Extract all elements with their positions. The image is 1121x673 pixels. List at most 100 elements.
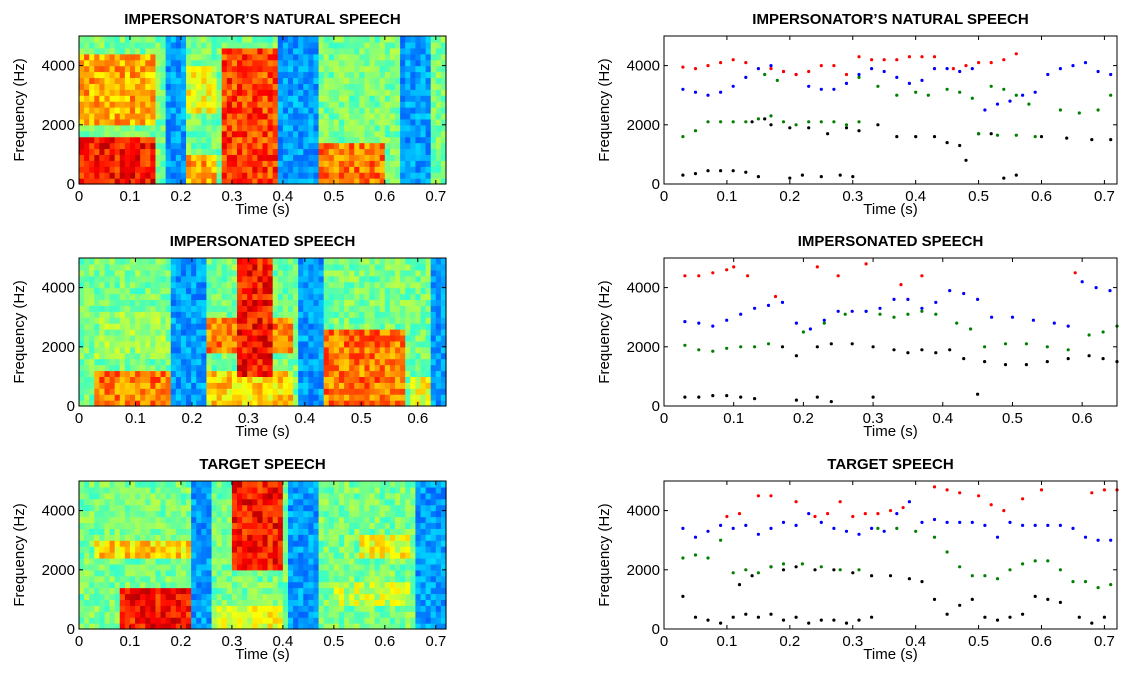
spectrogram-cell (175, 172, 182, 179)
spectrogram-cell (180, 593, 187, 600)
spectrogram-cell (328, 329, 335, 336)
spectrogram-cell (257, 388, 264, 395)
spectrogram-cell (338, 299, 345, 306)
spectrogram-cell (170, 172, 177, 179)
spectrogram-cell (180, 364, 187, 372)
spectrogram-cell (180, 382, 187, 389)
spectrogram-cell (201, 317, 208, 324)
spectrogram-cell (165, 593, 172, 600)
spectrogram-cell (99, 59, 106, 67)
spectrogram-cell (150, 593, 157, 600)
spectrogram-cell (257, 136, 264, 144)
spectrogram-cell (84, 510, 90, 518)
formant-point (681, 87, 685, 91)
spectrogram-cell (140, 287, 146, 295)
spectrogram-cell (349, 59, 355, 67)
formant-point (788, 176, 792, 180)
spectrogram-cell (323, 281, 330, 289)
spectrogram-cell (89, 623, 95, 630)
spectrogram-cell (242, 124, 248, 132)
spectrogram-cell (272, 611, 279, 618)
spectrogram-cell (308, 53, 315, 61)
spectrogram-cell (160, 53, 167, 61)
spectrogram-cell (175, 281, 182, 289)
spectrogram-cell (282, 166, 289, 173)
spectrogram-cell (180, 59, 187, 67)
spectrogram-cell (114, 569, 121, 577)
spectrogram-cell (435, 352, 442, 360)
spectrogram-cell (242, 41, 248, 49)
spectrogram-cell (359, 59, 366, 67)
spectrogram-cell (293, 269, 299, 277)
spectrogram-cell (379, 400, 386, 407)
spectrogram-cell (191, 142, 197, 150)
spectrogram-cell (420, 281, 427, 289)
spectrogram-cell (257, 510, 264, 518)
spectrogram-cell (272, 323, 279, 330)
formant-point (851, 175, 855, 179)
spectrogram-cell (165, 376, 172, 383)
spectrogram-cell (119, 617, 126, 624)
spectrogram-cell (89, 504, 95, 512)
spectrogram-cell (374, 323, 381, 330)
spectrogram-cell (170, 311, 177, 318)
spectrogram-cell (267, 510, 274, 518)
spectrogram-cell (170, 154, 177, 161)
spectrogram-cell (349, 124, 355, 132)
x-tick-label: 0.6 (1072, 410, 1093, 427)
spectrogram-cell (170, 65, 177, 73)
spectrogram-cell (226, 166, 233, 173)
spectrogram-cell (155, 400, 162, 407)
spectrogram-cell (262, 611, 269, 618)
spectrogram-cell (313, 95, 320, 102)
spectrogram-cell (344, 142, 350, 150)
spectrogram-cell (170, 71, 177, 79)
spectrogram-cell (344, 334, 350, 342)
spectrogram-cell (293, 358, 299, 366)
spectrogram-cell (323, 400, 330, 407)
spectrogram-cell (267, 492, 274, 500)
spectrogram-cell (420, 160, 427, 167)
spectrogram-cell (79, 522, 85, 529)
spectrogram-cell (410, 382, 417, 389)
spectrogram-cell (293, 172, 299, 179)
spectrogram-cell (155, 534, 162, 541)
spectrogram-cell (84, 388, 90, 395)
formant-point (857, 129, 861, 133)
spectrogram-cell (277, 352, 284, 360)
spectrogram-cell (160, 166, 167, 173)
formant-point (711, 349, 715, 353)
spectrogram-cell (344, 323, 350, 330)
formant-point (895, 75, 899, 79)
spectrogram-cell (237, 269, 243, 277)
spectrogram-cell (175, 340, 182, 348)
spectrogram-cell (99, 172, 106, 179)
spectrogram-cell (175, 299, 182, 306)
spectrogram-cell (135, 346, 141, 354)
spectrogram-cell (175, 334, 182, 342)
spectrogram-cell (237, 124, 243, 132)
spectrogram-cell (180, 581, 187, 589)
spectrogram-cell (226, 77, 233, 84)
spectrogram-cell (124, 498, 131, 506)
spectrogram-cell (191, 160, 197, 167)
spectrogram-cell (124, 71, 131, 79)
spectrogram-cell (165, 275, 172, 283)
spectrogram-cell (379, 53, 386, 61)
spectrogram-cell (135, 95, 141, 102)
spectrogram-cell (109, 53, 116, 61)
spectrogram-cell (211, 510, 218, 518)
spectrogram-cell (170, 299, 177, 306)
spectrogram-cell (160, 352, 167, 360)
spectrogram-cell (338, 95, 345, 102)
spectrogram-cell (435, 118, 442, 126)
spectrogram-cell (430, 394, 437, 401)
y-tick-label: 2000 (42, 339, 75, 356)
spectrogram-cell (384, 71, 391, 79)
spectrogram-cell (79, 617, 85, 624)
spectrogram-cell (94, 136, 100, 144)
spectrogram-cell (206, 89, 213, 96)
spectrogram-cell (277, 148, 284, 155)
spectrogram-cell (191, 112, 197, 120)
spectrogram-cell (191, 546, 197, 553)
